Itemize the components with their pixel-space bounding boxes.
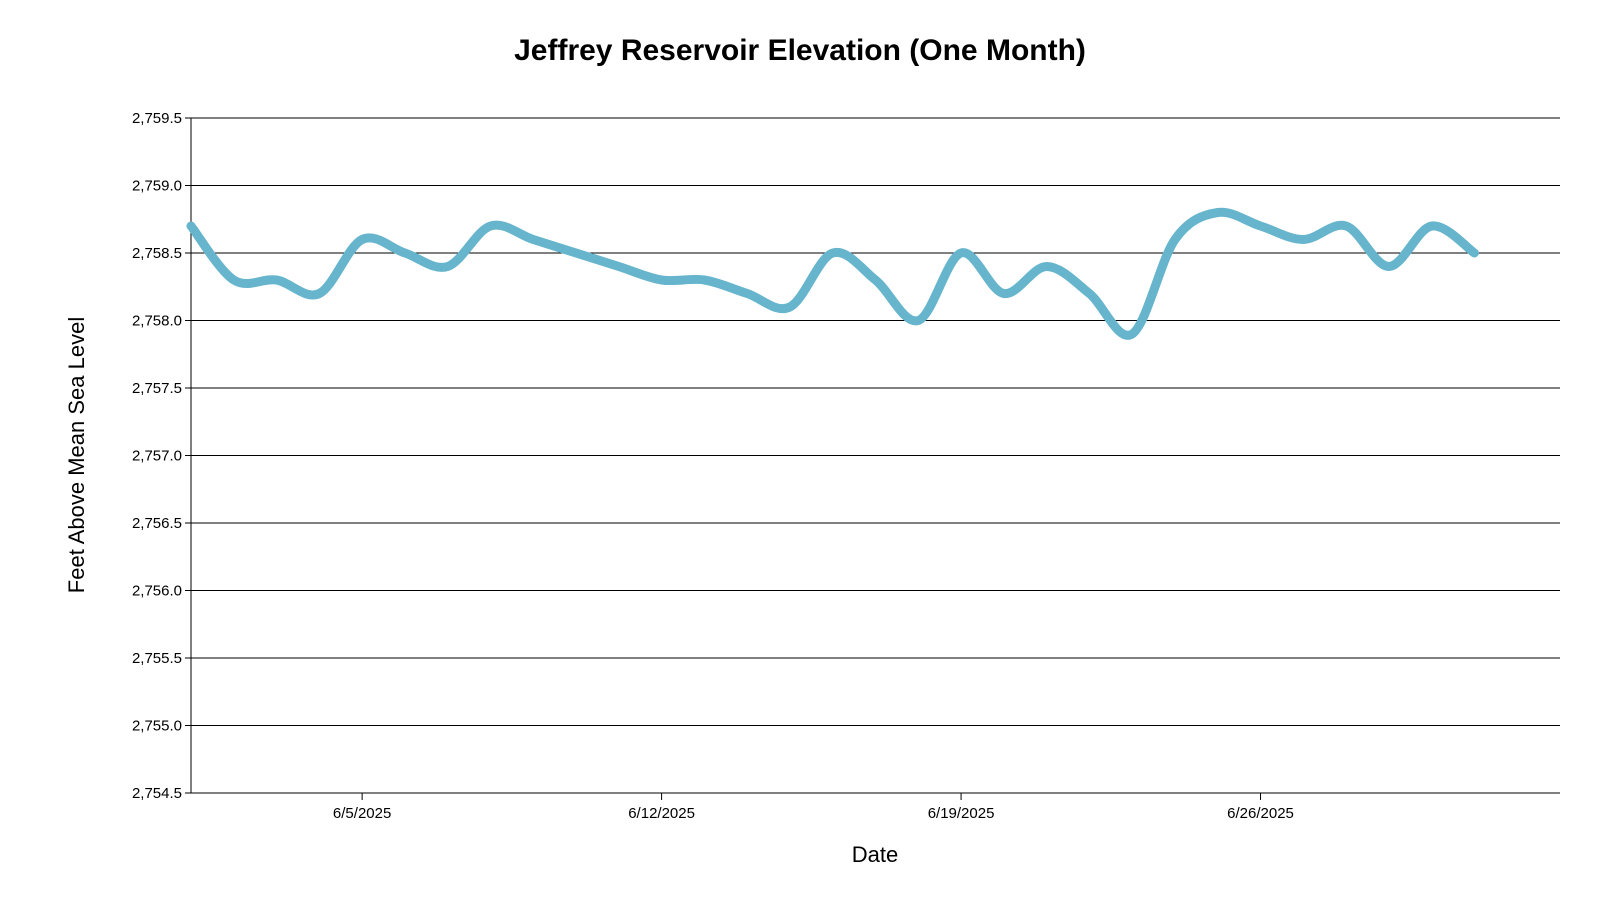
y-tick-label: 2,758.0 bbox=[132, 313, 182, 330]
y-tick-label: 2,759.5 bbox=[132, 110, 182, 127]
chart-title: Jeffrey Reservoir Elevation (One Month) bbox=[514, 34, 1086, 67]
series bbox=[186, 207, 1479, 340]
gridlines bbox=[191, 117, 1560, 794]
y-tick-label: 2,757.5 bbox=[132, 380, 182, 397]
y-tick-label: 2,754.5 bbox=[132, 785, 182, 802]
series-line bbox=[186, 207, 1479, 340]
y-tick-label: 2,758.5 bbox=[132, 245, 182, 262]
y-tick-label: 2,756.5 bbox=[132, 515, 182, 532]
x-tick-label: 6/5/2025 bbox=[333, 805, 391, 822]
y-axis-label: Feet Above Mean Sea Level bbox=[64, 317, 89, 593]
y-tick-label: 2,756.0 bbox=[132, 583, 182, 600]
x-tick-label: 6/12/2025 bbox=[628, 805, 695, 822]
x-tick-label: 6/26/2025 bbox=[1227, 805, 1294, 822]
y-tick-label: 2,759.0 bbox=[132, 178, 182, 195]
x-tick-label: 6/19/2025 bbox=[928, 805, 995, 822]
y-tick-label: 2,755.5 bbox=[132, 650, 182, 667]
y-axis-ticks: 2,754.5 2,755.0 2,755.5 2,756.0 2,756.5 2,757… bbox=[132, 110, 191, 802]
y-tick-label: 2,757.0 bbox=[132, 448, 182, 465]
y-tick-label: 2,755.0 bbox=[132, 718, 182, 735]
x-axis-ticks: 6/5/2025 6/12/2025 6/19/2025 6/26/2025 bbox=[333, 793, 1294, 822]
x-axis-label: Date bbox=[852, 842, 898, 867]
